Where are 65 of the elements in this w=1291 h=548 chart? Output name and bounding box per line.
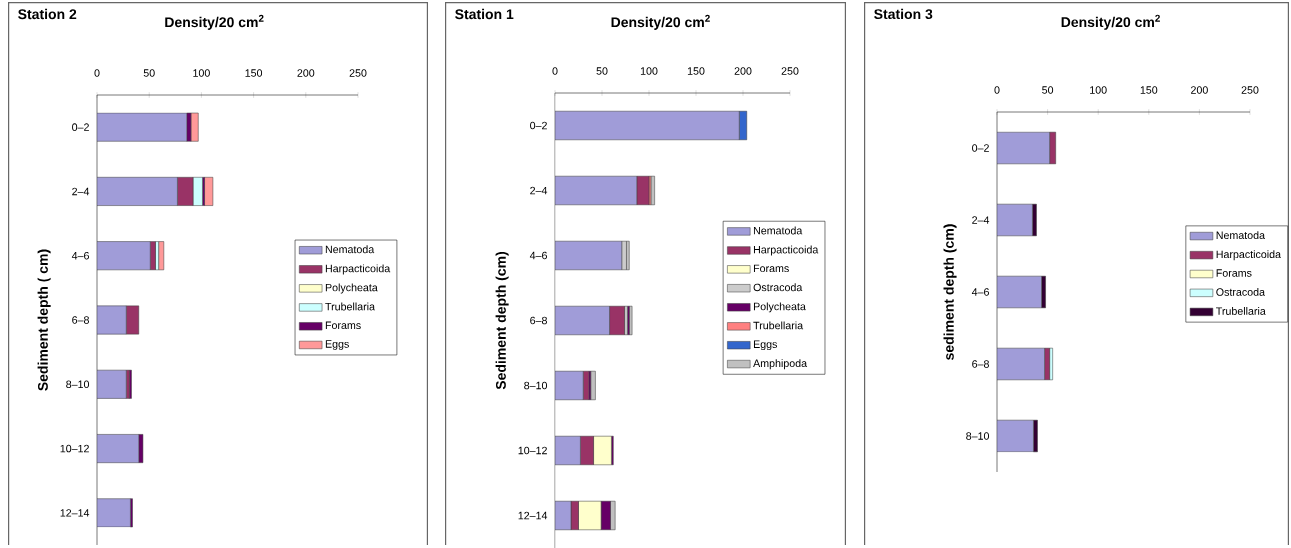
- legend-label: Forams: [325, 321, 361, 329]
- chart-title: Station 2: [18, 8, 77, 20]
- y-tick-label: 2–4: [72, 187, 90, 196]
- legend-label: Eggs: [753, 340, 778, 350]
- x-tick-label: 0: [994, 86, 1000, 94]
- x-tick-label: 0: [552, 67, 558, 75]
- x-tick-label: 0: [94, 69, 100, 77]
- y-tick-label: 2–4: [972, 216, 990, 224]
- x-tick-label: 200: [734, 67, 752, 75]
- x-axis-title: Density/20 cm$^{2}$: [1061, 14, 1160, 30]
- y-tick-label: 4–6: [71, 251, 89, 260]
- y-tick-label: 4–6: [529, 251, 547, 260]
- legend-label: Eggs: [325, 340, 349, 350]
- x-tick-label: 50: [1042, 86, 1054, 94]
- y-axis-title: sediment depth (cm): [943, 224, 957, 360]
- x-tick-label: 150: [1140, 86, 1158, 94]
- legend-label: Trubellaria: [753, 321, 804, 330]
- legend-label: Nematoda: [325, 245, 375, 254]
- chart-title: Station 3: [874, 8, 933, 19]
- legend-label: Harpacticoida: [325, 264, 391, 275]
- y-axis-title: Sediment depth ( cm): [37, 249, 51, 391]
- legend-label: Ostracoda: [753, 283, 803, 292]
- legend-label: Polycheata: [753, 302, 806, 313]
- x-tick-label: 200: [297, 69, 315, 77]
- y-tick-label: 10–12: [60, 444, 89, 453]
- x-tick-label: 250: [349, 69, 367, 77]
- x-tick-label: 200: [1191, 86, 1208, 94]
- y-tick-label: 6–8: [72, 316, 89, 324]
- x-tick-label: 150: [245, 69, 263, 77]
- x-tick-label: 150: [687, 67, 705, 75]
- x-axis-title: Density/20 cm$^{2}$: [165, 14, 264, 30]
- y-tick-label: 12–14: [518, 511, 548, 520]
- x-tick-label: 100: [1090, 86, 1107, 94]
- y-tick-label: 8–10: [66, 380, 90, 388]
- x-tick-label: 100: [193, 69, 210, 77]
- legend-label: Harpacticoida: [753, 245, 819, 256]
- legend-label: Polycheata: [325, 283, 378, 294]
- y-tick-label: 8–10: [524, 381, 548, 390]
- y-axis-title: Sediment depth (cm): [495, 251, 509, 390]
- x-tick-label: 250: [1241, 86, 1259, 94]
- y-tick-label: 0–2: [972, 144, 989, 152]
- y-tick-label: 4–6: [971, 288, 989, 296]
- chart-title: Station 1: [455, 8, 514, 20]
- x-axis-title: Density/20 cm$^{2}$: [611, 14, 710, 30]
- legend-label: Harpacticoida: [1216, 250, 1282, 261]
- legend-label: Nematoda: [1216, 231, 1266, 239]
- y-tick-label: 8–10: [966, 432, 990, 440]
- y-tick-label: 0–2: [72, 123, 89, 131]
- legend-label: Forams: [1216, 269, 1252, 277]
- y-tick-label: 12–14: [60, 509, 90, 517]
- x-tick-label: 250: [781, 67, 799, 75]
- legend-label: Trubellaria: [325, 302, 375, 311]
- legend-label: Trubellaria: [1216, 306, 1266, 315]
- y-tick-label: 6–8: [530, 316, 547, 325]
- x-tick-label: 50: [143, 69, 155, 77]
- y-tick-label: 0–2: [530, 121, 547, 130]
- legend-label: Nematoda: [753, 226, 803, 235]
- x-tick-label: 100: [640, 67, 658, 75]
- y-tick-label: 2–4: [530, 186, 548, 195]
- y-tick-label: 6–8: [972, 360, 989, 368]
- legend-label: Amphipoda: [753, 359, 808, 370]
- y-tick-label: 10–12: [518, 446, 547, 455]
- legend-label: Ostracoda: [1216, 287, 1266, 296]
- x-tick-label: 50: [596, 67, 608, 75]
- legend-label: Forams: [753, 264, 789, 272]
